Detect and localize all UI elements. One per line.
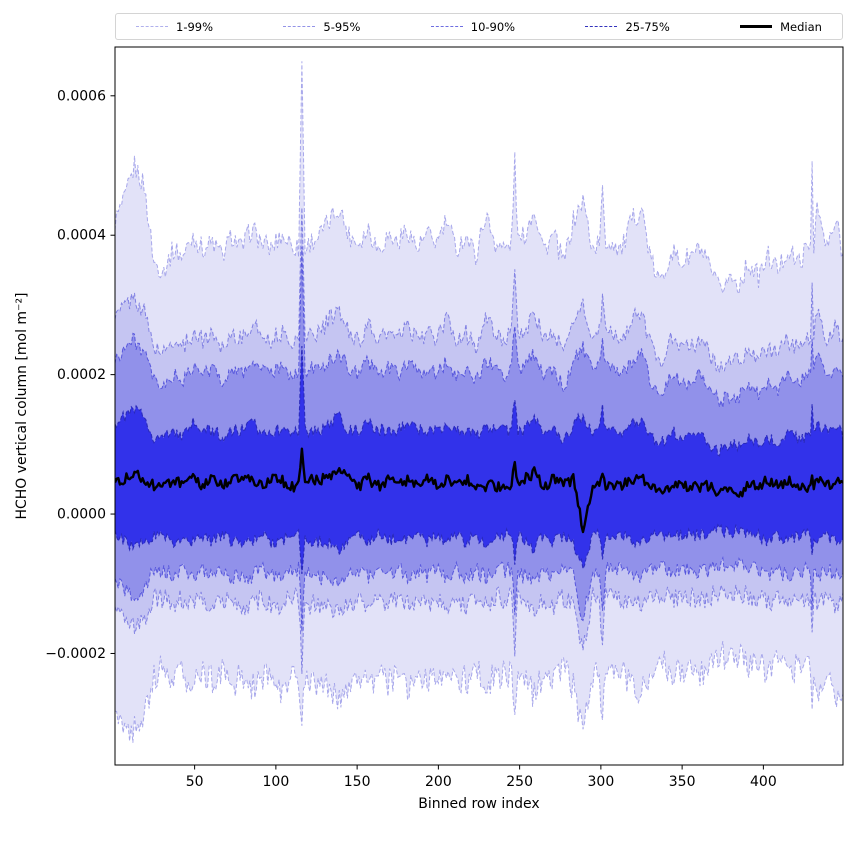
x-tick-label: 350 bbox=[669, 774, 696, 790]
legend-label-10-90: 10-90% bbox=[470, 19, 516, 34]
legend-label-25-75: 25-75% bbox=[625, 19, 670, 34]
y-tick-label: 0.0000 bbox=[57, 507, 106, 523]
legend-item-5-95: 5-95% bbox=[283, 20, 360, 34]
legend-item-1-99: 1-99% bbox=[136, 20, 213, 34]
legend-line-sample-25-75 bbox=[585, 26, 618, 27]
x-axis-label: Binned row index bbox=[418, 796, 540, 812]
x-tick-label: 150 bbox=[344, 774, 371, 790]
legend-line-sample-10-90 bbox=[430, 26, 463, 27]
percentile-line-p99 bbox=[115, 61, 843, 296]
legend-item-25-75: 25-75% bbox=[585, 19, 670, 34]
legend: 1-99% 5-95% 10-90% 25-75% Median bbox=[115, 13, 843, 40]
x-tick-label: 50 bbox=[186, 774, 204, 790]
legend-line-sample-1-99 bbox=[136, 26, 168, 27]
legend-label-1-99: 1-99% bbox=[176, 19, 214, 34]
legend-item-median: Median bbox=[740, 20, 822, 34]
y-tick-label: 0.0004 bbox=[57, 228, 106, 244]
legend-line-sample-5-95 bbox=[283, 26, 316, 27]
y-tick-label: −0.0002 bbox=[45, 646, 106, 662]
band-25-75% bbox=[115, 346, 843, 574]
x-tick-label: 250 bbox=[506, 774, 533, 790]
percentile-line-p75 bbox=[115, 345, 843, 457]
x-tick-label: 400 bbox=[750, 774, 777, 790]
percentile-line-p5 bbox=[115, 584, 843, 674]
legend-label-5-95: 5-95% bbox=[323, 19, 361, 34]
legend-line-sample-median bbox=[740, 25, 773, 28]
x-tick-label: 300 bbox=[588, 774, 615, 790]
percentile-line-p1 bbox=[115, 641, 843, 743]
y-tick-label: 0.0002 bbox=[57, 367, 106, 383]
percentile-line-p10 bbox=[115, 556, 843, 632]
plot-frame bbox=[114, 46, 844, 766]
x-tick-label: 200 bbox=[425, 774, 452, 790]
legend-item-10-90: 10-90% bbox=[430, 19, 516, 34]
percentile-line-p25 bbox=[115, 523, 843, 574]
y-tick-label: 0.0006 bbox=[57, 88, 106, 104]
legend-label-median: Median bbox=[780, 19, 822, 34]
y-axis-label: HCHO vertical column [mol m⁻²] bbox=[14, 292, 30, 520]
median-line bbox=[115, 447, 843, 534]
percentile-line-p90 bbox=[115, 246, 843, 408]
x-tick-label: 100 bbox=[263, 774, 290, 790]
